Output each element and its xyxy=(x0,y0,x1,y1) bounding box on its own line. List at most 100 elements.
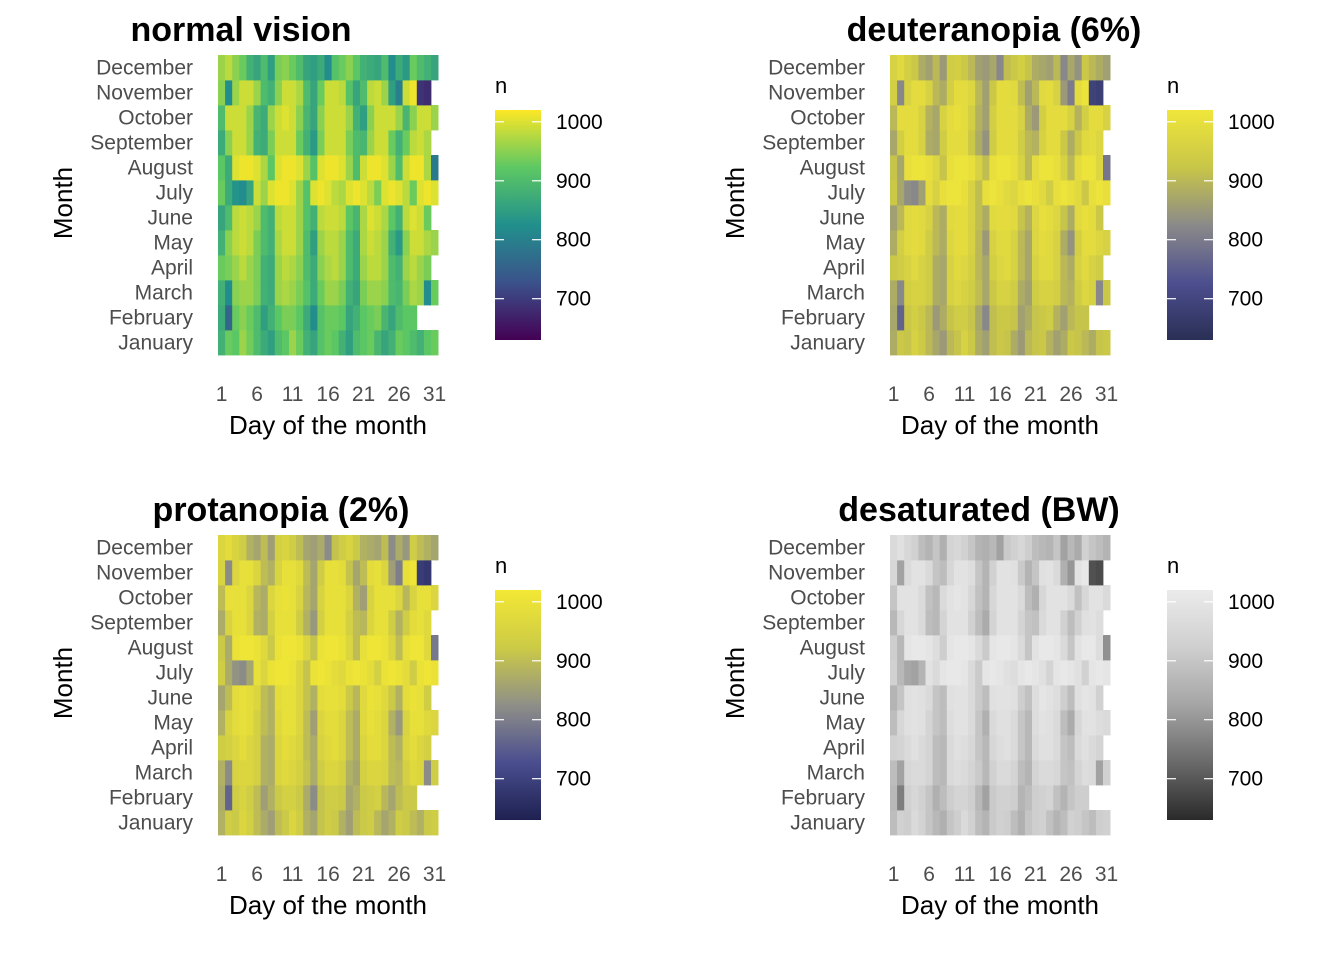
legend-tick-label-700: 700 xyxy=(556,288,591,311)
heatmap-cell-may-5 xyxy=(246,710,254,736)
heatmap-cell-june-4 xyxy=(239,685,247,711)
heatmap-cell-august-4 xyxy=(911,155,919,181)
heatmap-cell-july-13 xyxy=(975,660,983,686)
heatmap-cell-june-11 xyxy=(289,205,297,231)
heatmap-cell-october-4 xyxy=(911,585,919,611)
heatmap-cell-february-21 xyxy=(360,785,368,811)
heatmap-cell-october-14 xyxy=(310,585,318,611)
heatmap-cell-february-14 xyxy=(982,305,990,331)
heatmap-cell-june-22 xyxy=(367,205,375,231)
heatmap-cell-august-26 xyxy=(395,635,403,661)
heatmap-cell-june-22 xyxy=(1039,685,1047,711)
heatmap-cell-september-19 xyxy=(345,610,354,636)
heatmap-cell-october-28 xyxy=(1081,585,1090,611)
heatmap-cell-april-3 xyxy=(232,735,240,761)
heatmap-cell-february-26 xyxy=(1067,305,1075,331)
month-label-april: April xyxy=(823,257,865,280)
heatmap-cell-october-19 xyxy=(345,105,354,131)
heatmap-cell-march-23 xyxy=(1046,760,1054,786)
heatmap-cell-june-15 xyxy=(989,205,997,231)
heatmap-cell-may-28 xyxy=(1081,230,1090,256)
heatmap-cell-april-27 xyxy=(402,255,411,281)
heatmap-cell-march-5 xyxy=(918,760,926,786)
heatmap-cell-november-7 xyxy=(260,560,269,586)
heatmap-cell-november-28 xyxy=(1081,560,1090,586)
heatmap-cell-june-14 xyxy=(982,685,990,711)
heatmap-cell-june-11 xyxy=(961,205,969,231)
heatmap-cell-january-30 xyxy=(423,810,432,836)
heatmap-cell-march-14 xyxy=(982,760,990,786)
month-label-april: April xyxy=(823,737,865,760)
heatmap-cell-january-25 xyxy=(388,330,396,356)
heatmap-cell-september-2 xyxy=(225,610,233,636)
heatmap-cell-september-29 xyxy=(416,610,425,636)
heatmap-cell-september-3 xyxy=(232,610,240,636)
heatmap-cell-april-26 xyxy=(395,735,403,761)
heatmap-cell-november-8 xyxy=(939,80,948,106)
heatmap-cell-june-1 xyxy=(890,205,898,231)
heatmap-cell-june-1 xyxy=(890,685,898,711)
heatmap-cell-march-5 xyxy=(246,760,254,786)
heatmap-cell-november-21 xyxy=(360,80,368,106)
heatmap-cell-november-22 xyxy=(367,80,375,106)
heatmap-cell-november-6 xyxy=(925,80,933,106)
heatmap-cell-february-1 xyxy=(890,785,898,811)
heatmap-cell-may-24 xyxy=(1053,710,1061,736)
heatmap-cell-october-10 xyxy=(281,585,290,611)
heatmap-cell-april-12 xyxy=(968,735,976,761)
heatmap-cell-june-27 xyxy=(1074,685,1083,711)
heatmap-cell-august-26 xyxy=(1067,635,1075,661)
heatmap-cell-october-1 xyxy=(218,585,226,611)
heatmap-cell-march-9 xyxy=(946,760,955,786)
heatmap-cell-october-13 xyxy=(975,585,983,611)
heatmap-cell-march-26 xyxy=(1067,760,1075,786)
heatmap-cell-january-24 xyxy=(381,810,389,836)
heatmap-cell-april-12 xyxy=(296,735,304,761)
heatmap-cell-may-31 xyxy=(431,710,439,736)
month-label-october: October xyxy=(118,107,193,130)
heatmap-cell-november-1 xyxy=(890,80,898,106)
heatmap-cell-september-7 xyxy=(932,610,941,636)
heatmap-cell-june-16 xyxy=(996,205,1004,231)
heatmap-cell-february-11 xyxy=(289,305,297,331)
heatmap-cell-september-10 xyxy=(953,610,962,636)
heatmap-cell-august-24 xyxy=(1053,635,1061,661)
heatmap-cell-june-20 xyxy=(352,205,361,231)
heatmap-cell-june-2 xyxy=(897,205,905,231)
heatmap-cell-october-4 xyxy=(911,105,919,131)
heatmap-cell-october-6 xyxy=(253,105,261,131)
heatmap-cell-march-24 xyxy=(381,760,389,786)
heatmap-cell-march-9 xyxy=(274,760,283,786)
heatmap-cell-may-28 xyxy=(409,230,418,256)
heatmap-cell-june-18 xyxy=(338,685,347,711)
heatmap-cell-november-25 xyxy=(1060,80,1068,106)
heatmap-cell-june-6 xyxy=(925,205,933,231)
heatmap-cell-june-17 xyxy=(1003,205,1012,231)
heatmap-cell-september-20 xyxy=(352,610,361,636)
heatmap-cell-march-4 xyxy=(239,760,247,786)
heatmap-cell-august-18 xyxy=(1010,635,1019,661)
heatmap-cell-august-22 xyxy=(1039,635,1047,661)
heatmap-cell-december-11 xyxy=(289,55,297,81)
legend-tick-label-800: 800 xyxy=(556,709,591,732)
heatmap-cell-march-22 xyxy=(367,760,375,786)
heatmap-cell-january-8 xyxy=(939,810,948,836)
heatmap-cell-april-4 xyxy=(239,255,247,281)
heatmap-cell-april-20 xyxy=(352,735,361,761)
heatmap-cell-november-29 xyxy=(416,560,425,586)
heatmap-cell-january-9 xyxy=(946,330,955,356)
heatmap-cell-july-11 xyxy=(289,180,297,206)
heatmap-cell-august-18 xyxy=(338,155,347,181)
heatmap-cell-december-19 xyxy=(345,55,354,81)
heatmap-cell-june-28 xyxy=(409,685,418,711)
heatmap-cell-august-8 xyxy=(267,155,276,181)
heatmap-cell-july-29 xyxy=(416,180,425,206)
heatmap-cell-july-11 xyxy=(961,180,969,206)
heatmap-cell-november-26 xyxy=(395,560,403,586)
heatmap-cell-november-5 xyxy=(918,560,926,586)
heatmap-cell-march-9 xyxy=(274,280,283,306)
legend-tick-label-1000: 1000 xyxy=(1228,111,1275,134)
heatmap-cell-march-22 xyxy=(367,280,375,306)
heatmap-cell-may-11 xyxy=(289,230,297,256)
heatmap-cell-april-3 xyxy=(904,735,912,761)
